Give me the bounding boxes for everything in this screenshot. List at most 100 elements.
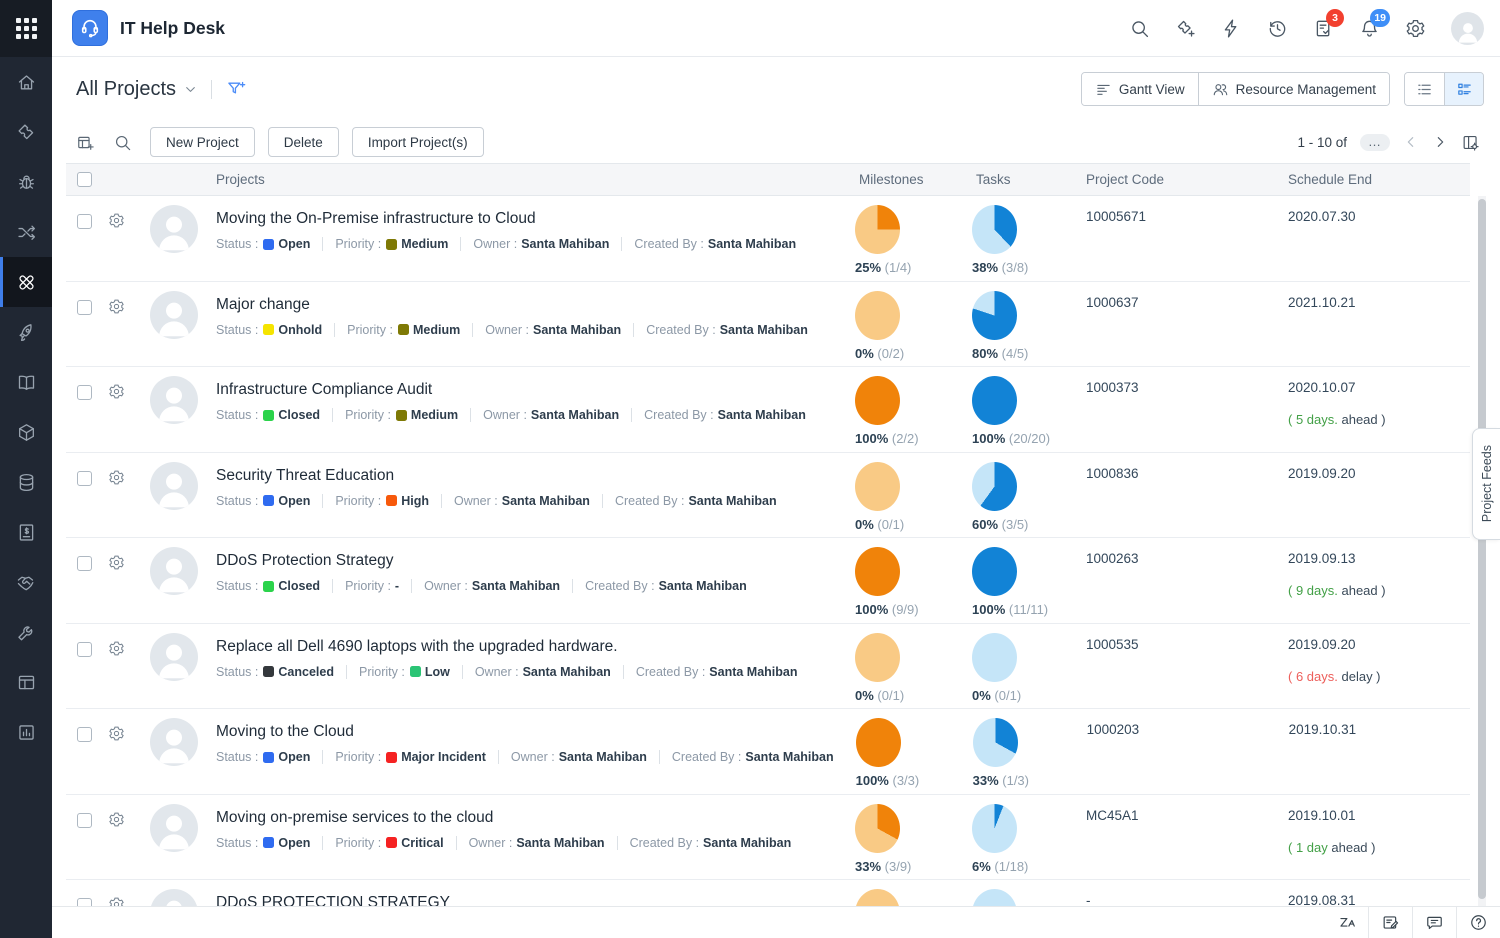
row-checkbox[interactable] [77, 898, 92, 906]
row-checkbox[interactable] [77, 812, 92, 828]
row-settings-icon[interactable] [108, 896, 125, 906]
table-row[interactable]: Security Threat Education Status : Open … [66, 453, 1470, 538]
column-customize-button[interactable] [1461, 133, 1480, 152]
row-checkbox[interactable] [77, 470, 92, 486]
tasks-pie-chart[interactable] [972, 632, 1017, 682]
row-settings-icon[interactable] [108, 469, 125, 486]
detail-list-view-button[interactable] [1444, 73, 1483, 105]
project-feeds-tab[interactable]: Project Feeds [1472, 428, 1500, 540]
table-row[interactable]: Moving the On-Premise infrastructure to … [66, 196, 1470, 282]
select-all-checkbox[interactable] [77, 172, 92, 187]
app-logo[interactable] [72, 10, 108, 46]
sidebar-item-vendors[interactable] [0, 557, 52, 607]
next-page-button[interactable] [1432, 134, 1448, 150]
row-settings-icon[interactable] [108, 811, 125, 828]
column-header-projects[interactable]: Projects [216, 172, 265, 187]
row-checkbox[interactable] [77, 214, 92, 229]
sidebar-item-admin[interactable] [0, 607, 52, 657]
column-header-tasks[interactable]: Tasks [976, 172, 1011, 187]
tasks-pie-chart[interactable] [972, 376, 1017, 425]
project-view-selector[interactable]: All Projects [76, 78, 197, 101]
sidebar-item-contracts[interactable] [0, 507, 52, 557]
vertical-scrollbar-thumb[interactable] [1478, 199, 1486, 899]
table-row[interactable]: Major change Status : Onhold Priority : … [66, 282, 1470, 367]
add-column-button[interactable] [76, 133, 95, 152]
sidebar-item-tickets[interactable] [0, 107, 52, 157]
project-title[interactable]: Major change [216, 295, 310, 313]
task-feed-button[interactable]: 3 [1313, 8, 1344, 39]
milestones-pie-chart[interactable] [855, 803, 900, 853]
table-row[interactable]: Moving on-premise services to the cloud … [66, 795, 1470, 880]
row-checkbox[interactable] [77, 727, 92, 742]
resource-management-button[interactable]: Resource Management [1197, 73, 1389, 105]
row-settings-icon[interactable] [108, 383, 125, 400]
sidebar-item-assets[interactable] [0, 407, 52, 457]
row-checkbox[interactable] [77, 556, 92, 571]
milestones-pie-chart[interactable] [855, 718, 901, 767]
project-title[interactable]: Security Threat Education [216, 466, 395, 484]
milestones-pie-chart[interactable] [855, 547, 900, 596]
tasks-pie-chart[interactable] [972, 205, 1017, 254]
tasks-pie-chart[interactable] [972, 803, 1017, 853]
project-title[interactable]: Replace all Dell 4690 laptops with the u… [216, 637, 618, 655]
recent-items-button[interactable] [1267, 18, 1288, 39]
sidebar-item-reports[interactable] [0, 707, 52, 757]
column-header-schedule-end[interactable]: Schedule End [1288, 172, 1373, 187]
import-projects-button[interactable]: Import Project(s) [351, 127, 484, 157]
project-title[interactable]: Moving the On-Premise infrastructure to … [216, 210, 536, 227]
milestones-pie-chart[interactable] [855, 376, 900, 425]
zia-assistant-button[interactable] [1324, 907, 1368, 938]
sidebar-item-changes[interactable] [0, 207, 52, 257]
column-header-milestones[interactable]: Milestones [859, 172, 924, 187]
user-avatar[interactable] [1451, 11, 1484, 45]
table-row[interactable]: Moving to the Cloud Status : Open Priori… [66, 709, 1470, 795]
tasks-pie-chart[interactable] [972, 547, 1017, 596]
quick-actions-button[interactable] [1221, 18, 1242, 39]
table-row[interactable]: DDoS PROTECTION STRATEGY Status : Priori… [66, 880, 1470, 906]
project-title[interactable]: DDoS Protection Strategy [216, 552, 394, 569]
project-title[interactable]: Moving to the Cloud [216, 723, 354, 740]
plain-list-view-button[interactable] [1405, 73, 1444, 105]
table-row[interactable]: Infrastructure Compliance Audit Status :… [66, 367, 1470, 453]
notifications-button[interactable]: 19 [1359, 8, 1390, 39]
sidebar-item-home[interactable] [0, 57, 52, 107]
column-header-project-code[interactable]: Project Code [1086, 172, 1165, 187]
row-settings-icon[interactable] [108, 640, 125, 657]
project-title[interactable]: Moving on-premise services to the cloud [216, 808, 494, 826]
settings-button[interactable] [1405, 18, 1426, 39]
notes-button[interactable] [1368, 907, 1412, 938]
table-row[interactable]: DDoS Protection Strategy Status : Closed… [66, 538, 1470, 624]
sidebar-item-problems[interactable] [0, 157, 52, 207]
add-filter-button[interactable] [226, 79, 246, 99]
row-checkbox[interactable] [77, 385, 92, 400]
project-title[interactable]: Infrastructure Compliance Audit [216, 381, 433, 398]
new-project-button[interactable]: New Project [150, 127, 255, 157]
tasks-pie-chart[interactable] [972, 461, 1017, 511]
project-title[interactable]: DDoS PROTECTION STRATEGY [216, 894, 450, 906]
sidebar-item-solutions[interactable] [0, 357, 52, 407]
milestones-pie-chart[interactable] [855, 889, 900, 906]
table-row[interactable]: Replace all Dell 4690 laptops with the u… [66, 624, 1470, 709]
row-settings-icon[interactable] [108, 212, 125, 229]
milestones-pie-chart[interactable] [855, 290, 900, 340]
app-switcher-button[interactable] [0, 0, 52, 57]
tasks-pie-chart[interactable] [972, 889, 1017, 906]
global-search-button[interactable] [1129, 18, 1150, 39]
gantt-view-button[interactable]: Gantt View [1081, 73, 1198, 105]
tasks-pie-chart[interactable] [972, 290, 1017, 340]
pagination-total-button[interactable]: … [1360, 133, 1390, 151]
sidebar-item-releases[interactable] [0, 307, 52, 357]
row-checkbox[interactable] [77, 641, 92, 657]
delete-button[interactable]: Delete [267, 127, 339, 157]
row-checkbox[interactable] [77, 299, 92, 315]
chat-button[interactable] [1412, 907, 1456, 938]
row-settings-icon[interactable] [108, 725, 125, 742]
milestones-pie-chart[interactable] [855, 205, 900, 254]
tasks-pie-chart[interactable] [972, 718, 1018, 767]
add-ticket-button[interactable] [1175, 18, 1196, 39]
sidebar-item-projects[interactable] [0, 257, 52, 307]
sidebar-item-cmdb[interactable] [0, 457, 52, 507]
milestones-pie-chart[interactable] [855, 461, 900, 511]
list-search-button[interactable] [113, 133, 132, 152]
row-settings-icon[interactable] [108, 298, 125, 315]
